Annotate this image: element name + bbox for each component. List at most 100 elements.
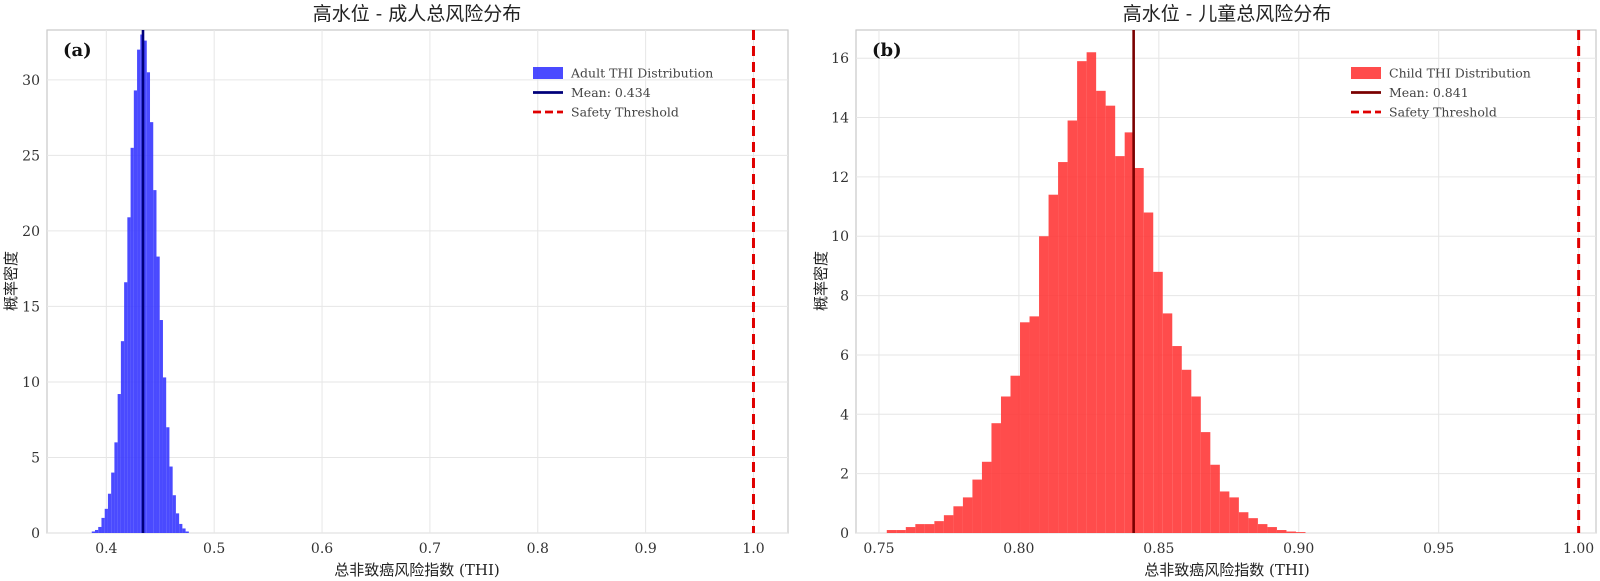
legend-label: Safety Threshold bbox=[571, 105, 679, 120]
histogram-bar bbox=[169, 466, 173, 533]
panel-label: (b) bbox=[872, 40, 902, 61]
histogram-bar bbox=[1191, 396, 1201, 533]
histogram-bar bbox=[1238, 512, 1249, 533]
child-chart-panel: 0.75 0.80 0.85 0.90 0.95 1.00 0 2 4 6 8 10 12 14 16 高… bbox=[812, 3, 1597, 579]
histogram-bar bbox=[1067, 120, 1078, 534]
histogram-bar bbox=[133, 90, 138, 534]
histogram-bar bbox=[120, 341, 125, 533]
histogram-bar bbox=[107, 493, 112, 533]
histogram-bar bbox=[1077, 61, 1087, 533]
x-tick-label: 0.75 bbox=[863, 541, 894, 557]
y-tick-label: 0 bbox=[840, 526, 849, 542]
legend-label: Adult THI Distribution bbox=[570, 66, 713, 81]
histogram-bars bbox=[886, 52, 1306, 534]
histogram-bar bbox=[1200, 432, 1211, 533]
histogram-bar bbox=[156, 256, 160, 533]
histogram-bar bbox=[98, 526, 102, 533]
histogram-bar bbox=[1248, 518, 1258, 533]
histogram-bar bbox=[162, 377, 167, 533]
x-tick-label: 0.95 bbox=[1423, 541, 1454, 557]
histogram-bar bbox=[943, 515, 954, 533]
y-tick-label: 30 bbox=[22, 73, 40, 89]
histogram-bar bbox=[1105, 105, 1116, 533]
histogram-bar bbox=[130, 147, 134, 533]
histogram-bar bbox=[886, 530, 897, 533]
histogram-bar bbox=[1020, 322, 1030, 533]
y-tick-label: 14 bbox=[831, 111, 849, 127]
adult-chart-panel: 0.4 0.5 0.6 0.7 0.8 0.9 1.0 0 5 10 15 20 25 30 高水位 -… bbox=[2, 3, 789, 579]
x-axis-ticks: 0.75 0.80 0.85 0.90 0.95 1.00 bbox=[863, 541, 1594, 557]
histogram-bar bbox=[166, 427, 170, 533]
histogram-bar bbox=[1124, 132, 1135, 533]
y-axis-ticks: 0 5 10 15 20 25 30 bbox=[22, 73, 40, 542]
histogram-bar bbox=[1039, 236, 1049, 533]
histogram-bar bbox=[137, 49, 141, 534]
legend-swatch bbox=[1351, 67, 1381, 79]
y-tick-label: 15 bbox=[22, 299, 40, 315]
x-tick-label: 0.8 bbox=[527, 541, 549, 557]
histogram-bar bbox=[159, 320, 163, 533]
histogram-bar bbox=[915, 524, 925, 533]
legend-label: Safety Threshold bbox=[1389, 105, 1497, 120]
histogram-bar bbox=[182, 528, 186, 533]
histogram-bar bbox=[1115, 156, 1125, 533]
legend: Adult THI Distribution Mean: 0.434 Safety … bbox=[533, 66, 713, 120]
histogram-bar bbox=[1134, 167, 1144, 533]
histogram-bar bbox=[114, 442, 118, 533]
histogram-bar bbox=[1058, 162, 1068, 534]
histogram-bar bbox=[150, 122, 154, 533]
histogram-bar bbox=[981, 461, 992, 533]
legend-swatch bbox=[533, 67, 563, 79]
histogram-bar bbox=[146, 72, 151, 533]
histogram-bar bbox=[185, 531, 189, 533]
histogram-bar bbox=[1048, 194, 1059, 534]
x-axis-label: 总非致癌风险指数 (THI) bbox=[334, 561, 499, 579]
histogram-bar bbox=[1096, 90, 1106, 533]
histogram-bar bbox=[111, 472, 115, 533]
histogram-bar bbox=[1257, 524, 1268, 533]
histogram-bar bbox=[91, 531, 95, 533]
histogram-bar bbox=[924, 524, 935, 533]
histogram-bar bbox=[117, 394, 121, 533]
histogram-bar bbox=[1153, 271, 1163, 533]
histogram-bar bbox=[934, 521, 944, 533]
histogram-bar bbox=[1267, 527, 1277, 533]
histogram-bar bbox=[962, 497, 973, 533]
histogram-bar bbox=[1000, 396, 1011, 533]
histogram-bar bbox=[1210, 464, 1220, 533]
y-tick-label: 4 bbox=[840, 407, 849, 423]
y-tick-label: 16 bbox=[831, 51, 849, 67]
y-tick-label: 6 bbox=[840, 348, 849, 364]
y-tick-label: 5 bbox=[31, 450, 40, 466]
y-axis-label: 概率密度 bbox=[2, 251, 20, 311]
legend-label: Child THI Distribution bbox=[1389, 66, 1531, 81]
plot-area bbox=[46, 29, 789, 534]
histogram-bar bbox=[1143, 212, 1154, 533]
x-axis-ticks: 0.4 0.5 0.6 0.7 0.8 0.9 1.0 bbox=[95, 541, 764, 557]
y-tick-label: 0 bbox=[31, 526, 40, 542]
legend-label: Mean: 0.434 bbox=[571, 85, 651, 100]
chart-title: 高水位 - 儿童总风险分布 bbox=[1123, 3, 1332, 25]
histogram-bar bbox=[1086, 52, 1097, 533]
x-tick-label: 0.7 bbox=[419, 541, 441, 557]
y-tick-label: 2 bbox=[840, 467, 849, 483]
x-tick-label: 1.00 bbox=[1563, 541, 1594, 557]
x-tick-label: 0.85 bbox=[1143, 541, 1174, 557]
histogram-bar bbox=[1219, 491, 1230, 533]
y-axis-label: 概率密度 bbox=[812, 251, 830, 311]
legend-label: Mean: 0.841 bbox=[1389, 85, 1469, 100]
y-axis-ticks: 0 2 4 6 8 10 12 14 16 bbox=[831, 51, 849, 542]
y-tick-label: 25 bbox=[22, 148, 40, 164]
x-tick-label: 0.4 bbox=[95, 541, 117, 557]
histogram-bar bbox=[94, 529, 99, 533]
histogram-bar bbox=[1181, 369, 1192, 533]
histogram-bar bbox=[1229, 497, 1239, 533]
y-tick-label: 20 bbox=[22, 224, 40, 240]
reference-lines bbox=[141, 30, 755, 533]
histogram-bar bbox=[1295, 532, 1306, 533]
histogram-bar bbox=[101, 517, 105, 533]
histogram-bar bbox=[991, 423, 1001, 533]
y-tick-label: 8 bbox=[840, 289, 849, 305]
histogram-bar bbox=[179, 523, 183, 533]
x-tick-label: 0.90 bbox=[1283, 541, 1314, 557]
